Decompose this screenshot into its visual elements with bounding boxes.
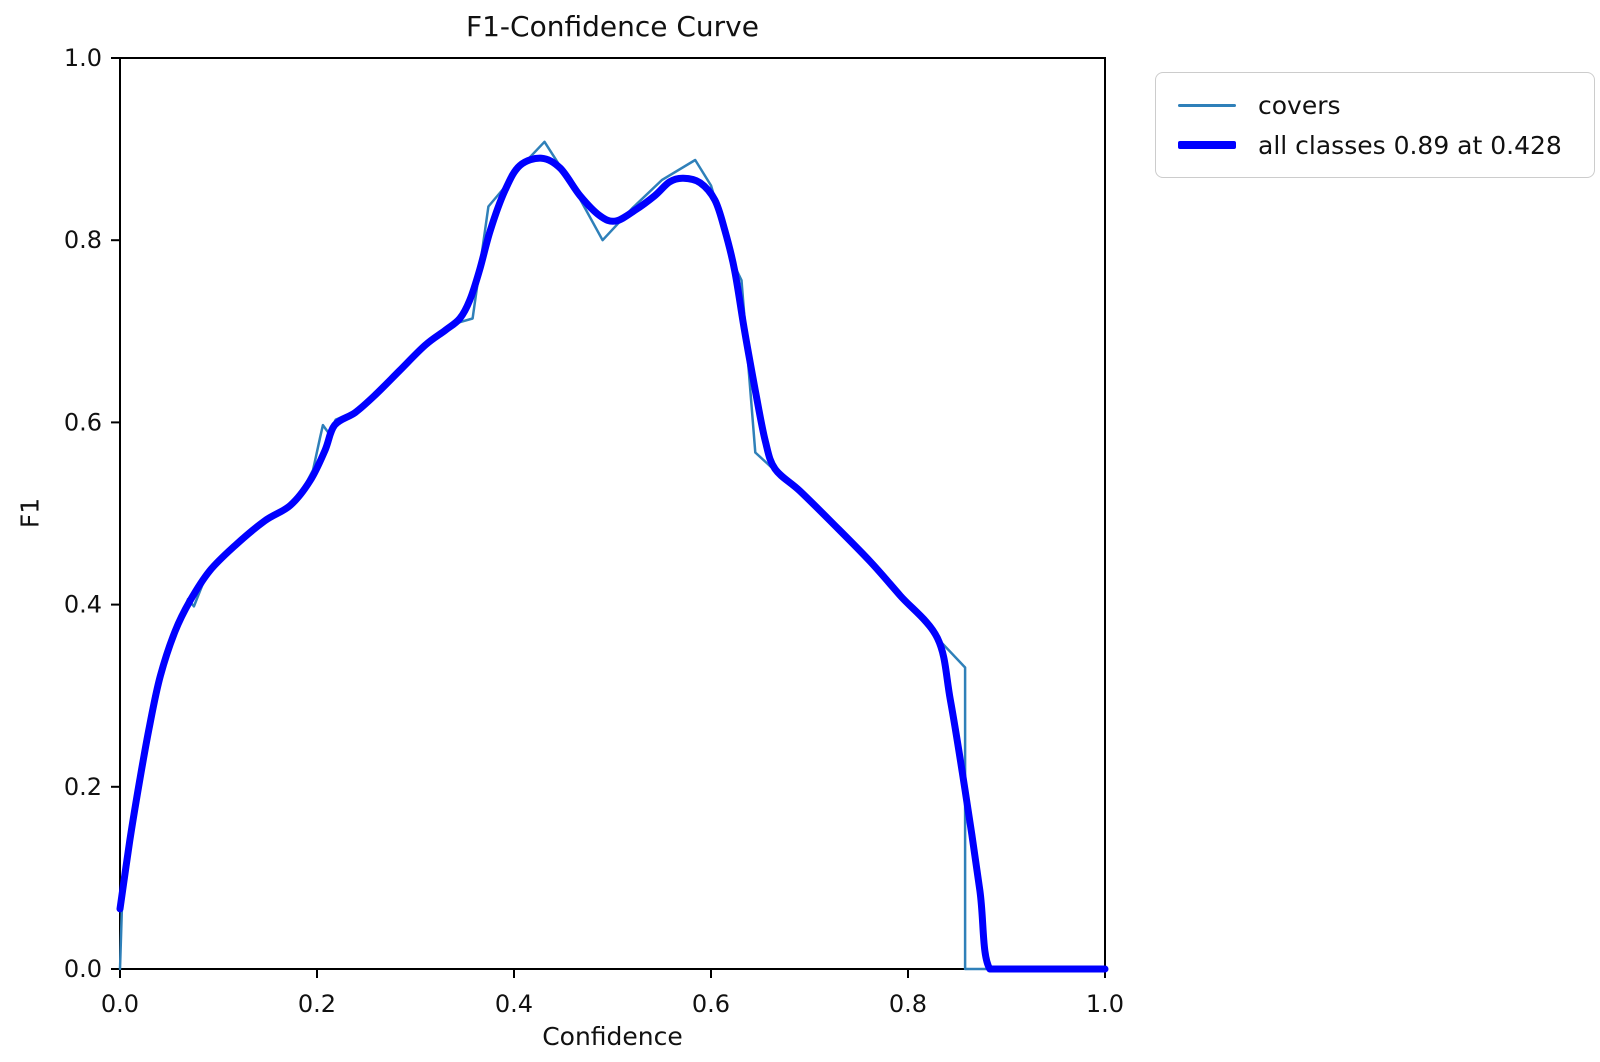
svg-text:0.2: 0.2 <box>64 773 102 801</box>
svg-text:0.0: 0.0 <box>101 990 139 1018</box>
legend-label-covers: covers <box>1258 90 1341 120</box>
legend-label-all-classes: all classes 0.89 at 0.428 <box>1258 130 1562 160</box>
legend-item-covers: covers <box>1174 85 1576 125</box>
legend-item-all-classes: all classes 0.89 at 0.428 <box>1174 125 1576 165</box>
series-lines <box>116 140 1109 973</box>
axes-frame <box>119 57 1106 970</box>
chart-title: F1-Confidence Curve <box>466 10 759 43</box>
svg-text:0.8: 0.8 <box>889 990 927 1018</box>
svg-text:0.0: 0.0 <box>64 955 102 983</box>
svg-text:1.0: 1.0 <box>1086 990 1124 1018</box>
x-axis-label: Confidence <box>542 1022 683 1051</box>
svg-text:0.6: 0.6 <box>692 990 730 1018</box>
svg-text:0.6: 0.6 <box>64 408 102 436</box>
covers-line-swatch <box>1178 103 1236 107</box>
svg-text:1.0: 1.0 <box>64 44 102 72</box>
svg-text:0.8: 0.8 <box>64 226 102 254</box>
axis-ticks <box>111 57 1106 978</box>
all-classes-line-swatch <box>1178 141 1236 149</box>
svg-text:0.4: 0.4 <box>64 591 102 619</box>
series-line-1 <box>116 154 1109 973</box>
y-axis-label: F1 <box>15 497 45 529</box>
legend-box: covers all classes 0.89 at 0.428 <box>1155 72 1595 178</box>
svg-text:0.2: 0.2 <box>298 990 336 1018</box>
series-line-0 <box>118 140 1107 971</box>
svg-text:0.4: 0.4 <box>495 990 533 1018</box>
axis-tick-labels: 0.0 0.2 0.4 0.6 0.8 1.0 0.0 0.2 0.4 0.6 0.8 1.0 <box>64 44 1124 1018</box>
